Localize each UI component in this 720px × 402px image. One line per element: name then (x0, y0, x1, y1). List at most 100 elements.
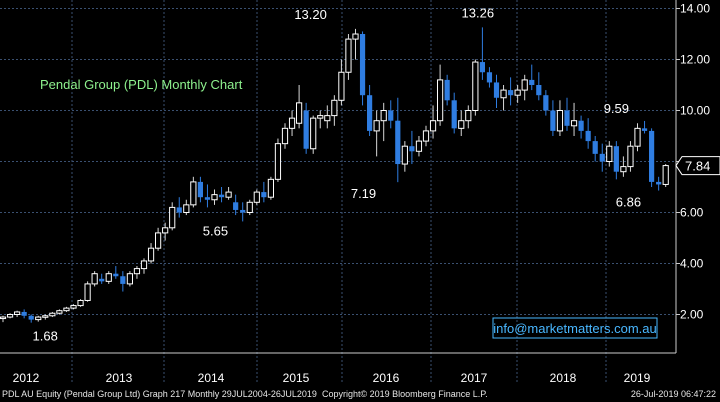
candle-up (310, 115, 317, 154)
candle-body (324, 115, 331, 122)
candle-body (472, 61, 479, 111)
candle-body (63, 307, 70, 312)
candle-body (204, 197, 211, 200)
email-box (492, 317, 658, 339)
candle-body (359, 34, 366, 96)
candle-up (183, 199, 190, 216)
candle-body (388, 110, 394, 121)
candle-body (550, 110, 556, 131)
candle-up (296, 85, 303, 129)
candle-body (296, 102, 303, 124)
candle-down (21, 309, 27, 319)
candle-down (197, 176, 203, 203)
price-annotation: 6.86 (616, 195, 641, 210)
candle-up (606, 141, 613, 167)
candle-down (367, 85, 373, 136)
candle-body (338, 71, 345, 101)
candle-down (233, 194, 239, 216)
candle-body (401, 145, 408, 165)
candle-body (578, 120, 584, 131)
candle-body (508, 90, 514, 96)
candle-body (465, 110, 472, 122)
candle-down (585, 118, 591, 149)
price-annotation: 5.65 (203, 223, 228, 238)
candle-up (373, 110, 380, 157)
grid-lines (0, 0, 676, 383)
candle-up (0, 315, 7, 323)
email-watermark: info@marketmatters.com.au (493, 321, 656, 336)
candle-body (113, 273, 119, 277)
candle-up (77, 299, 84, 307)
candle-down (493, 74, 500, 108)
candle-body (570, 120, 578, 127)
candle-body (14, 311, 21, 316)
candle-body (514, 89, 521, 96)
candle-up (324, 105, 331, 129)
candle-body (0, 316, 7, 320)
x-tick-label: 2017 (461, 371, 488, 385)
candle-body (620, 166, 627, 173)
candle-body (246, 201, 253, 214)
candle-up (345, 34, 352, 80)
candle-down (395, 97, 401, 183)
candle-body (303, 110, 309, 149)
candle-down (592, 136, 598, 162)
candle-up (147, 243, 155, 264)
candle-body (599, 153, 605, 162)
footer-right: 26-Jul-2019 06:47:22 (630, 389, 716, 399)
candle-body (500, 89, 507, 99)
candle-up (225, 187, 232, 200)
candle-body (35, 316, 42, 321)
axes: 14.0012.0010.008.006.004.002.00201220132… (0, 0, 710, 385)
candle-body (493, 82, 500, 98)
candle-up (162, 222, 169, 241)
candle-body (183, 204, 190, 214)
candle-up (253, 189, 260, 205)
candle-down (641, 120, 648, 134)
candle-body (458, 120, 465, 129)
candle-down (451, 92, 457, 134)
candle-up (169, 202, 176, 231)
candle-body (345, 38, 352, 73)
candle-body (422, 130, 430, 142)
candle-body (126, 273, 134, 285)
candle-up (91, 271, 98, 287)
annotations: 13.20 13.26 9.59 7.19 5.65 6.86 1.68 7.84 (33, 5, 720, 344)
candle-up (401, 141, 408, 172)
candle-up (190, 176, 197, 208)
price-annotation: 9.59 (604, 101, 629, 116)
candle-body (352, 33, 359, 40)
candle-up (14, 310, 21, 318)
candle-down (303, 102, 309, 154)
candle-body (197, 181, 203, 198)
candle-down (409, 130, 415, 165)
candle-body (317, 115, 324, 119)
candle-body (105, 273, 112, 282)
candle-up (288, 110, 296, 136)
candle-body (395, 120, 401, 165)
chart-title: Pendal Group (PDL) Monthly Chart (40, 77, 243, 92)
candle-down (176, 197, 182, 218)
candle-body (613, 146, 619, 172)
candle-up (521, 74, 528, 101)
candle-body (585, 130, 591, 142)
candle-body (225, 191, 232, 198)
last-price-label: 7.84 (685, 159, 710, 174)
candle-up (465, 105, 472, 129)
candle-body (169, 206, 176, 229)
candle-body (155, 232, 162, 249)
candle-up (140, 258, 148, 274)
candle-down (508, 77, 514, 106)
candle-down (536, 72, 542, 101)
x-tick-label: 2016 (373, 371, 400, 385)
candle-body (536, 85, 542, 96)
candle-up (472, 59, 479, 116)
candle-up (514, 85, 521, 103)
candle-up (422, 125, 430, 147)
candle-down (578, 115, 584, 139)
y-tick-label: 4.00 (680, 257, 704, 271)
candle-body (176, 207, 182, 213)
candle-body (147, 247, 155, 262)
candle-body (380, 110, 387, 122)
